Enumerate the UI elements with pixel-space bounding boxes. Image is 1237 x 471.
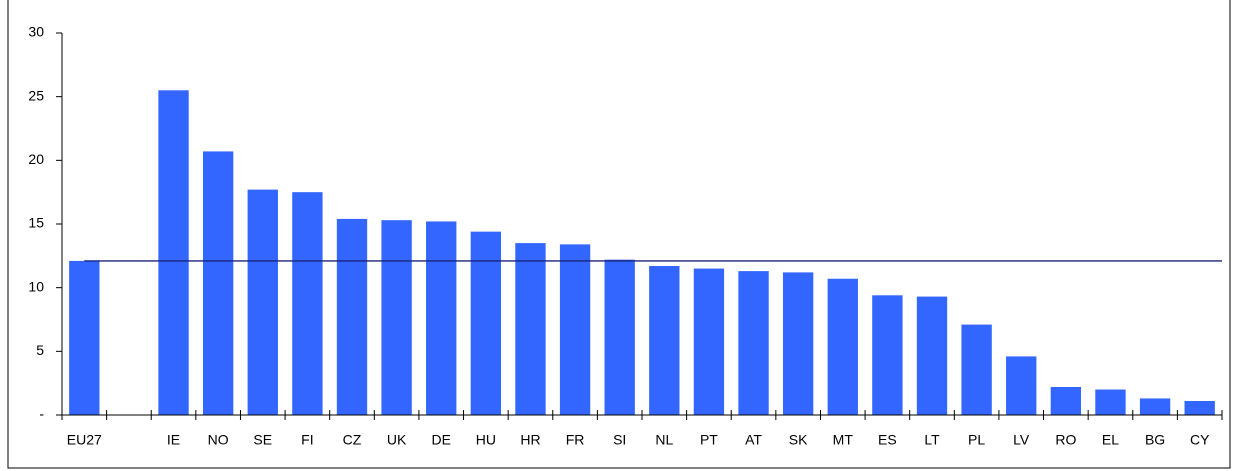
x-tick-label: UK — [387, 432, 407, 448]
bar — [69, 260, 100, 415]
x-tick-label: EL — [1102, 432, 1119, 448]
y-tick-label: 15 — [28, 215, 44, 231]
x-tick-label: MT — [833, 432, 854, 448]
bar — [158, 90, 189, 416]
x-tick-label: NO — [208, 432, 229, 448]
bar — [515, 243, 546, 415]
bar — [202, 151, 234, 416]
y-tick-label: - — [39, 406, 44, 422]
bar — [738, 271, 769, 415]
bar — [649, 266, 680, 415]
bar — [381, 220, 412, 415]
x-tick-label: FI — [301, 432, 313, 448]
y-tick-label: 5 — [36, 342, 44, 358]
x-tick-label: CY — [1190, 432, 1210, 448]
bar — [247, 189, 278, 415]
x-tick-label: BG — [1145, 432, 1165, 448]
x-tick-label: IE — [167, 432, 180, 448]
bar — [1095, 389, 1126, 415]
bar — [693, 268, 725, 415]
bar — [1139, 398, 1171, 415]
x-tick-label: LT — [924, 432, 940, 448]
bar — [336, 218, 368, 415]
x-tick-label: SI — [613, 432, 626, 448]
bar — [1006, 356, 1037, 415]
x-tick-label: AT — [745, 432, 762, 448]
x-tick-label: LV — [1013, 432, 1030, 448]
bar — [782, 272, 814, 415]
x-tick-label: CZ — [343, 432, 362, 448]
x-tick-label: ES — [878, 432, 897, 448]
bar — [1184, 400, 1215, 415]
x-tick-label: NL — [655, 432, 673, 448]
bar — [827, 278, 858, 415]
x-tick-label: RO — [1055, 432, 1076, 448]
bar — [1050, 386, 1082, 415]
bar — [961, 324, 992, 415]
bar — [916, 296, 948, 415]
x-tick-label: SK — [789, 432, 808, 448]
x-tick-label: SE — [253, 432, 272, 448]
y-tick-label: 30 — [28, 24, 44, 40]
bar — [559, 244, 591, 415]
y-tick-label: 20 — [28, 151, 44, 167]
x-tick-label: HR — [520, 432, 540, 448]
bar — [292, 192, 323, 415]
x-tick-label: EU27 — [67, 432, 102, 448]
y-tick-label: 25 — [28, 87, 44, 103]
bar — [872, 295, 903, 415]
y-tick-label: 10 — [28, 278, 44, 294]
x-tick-label: DE — [432, 432, 451, 448]
x-tick-label: PL — [968, 432, 985, 448]
x-tick-label: FR — [566, 432, 585, 448]
chart-frame — [7, 0, 1231, 469]
x-tick-label: HU — [476, 432, 496, 448]
bar — [470, 231, 502, 415]
bar — [604, 259, 635, 415]
bar — [426, 221, 457, 415]
x-tick-label: PT — [700, 432, 718, 448]
